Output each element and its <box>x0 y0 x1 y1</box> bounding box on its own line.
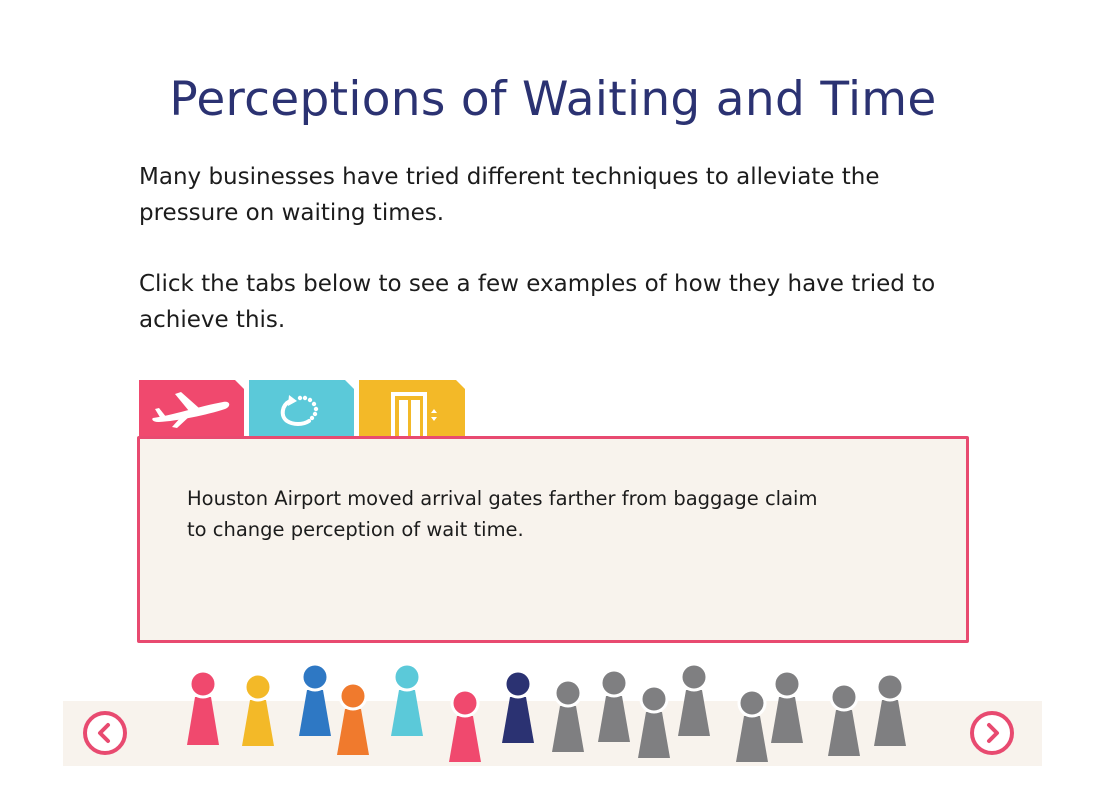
elevator-icon <box>359 380 465 438</box>
previous-button[interactable] <box>83 711 127 755</box>
intro-paragraph: Many businesses have tried different tec… <box>139 164 880 226</box>
tab-airplane[interactable] <box>139 380 244 438</box>
tab-elevator[interactable] <box>359 380 465 438</box>
instruction-paragraph: Click the tabs below to see a few exampl… <box>139 271 936 333</box>
tab-content-text: Houston Airport moved arrival gates fart… <box>187 487 818 541</box>
next-button[interactable] <box>970 711 1014 755</box>
tab-content-panel: Houston Airport moved arrival gates fart… <box>137 436 969 643</box>
airplane-icon <box>139 380 244 438</box>
cycle-arrow-icon <box>249 380 354 438</box>
chevron-left-icon <box>83 711 127 755</box>
page-title: Perceptions of Waiting and Time <box>169 72 937 127</box>
tab-cycle[interactable] <box>249 380 354 438</box>
chevron-right-icon <box>970 711 1014 755</box>
footer-band <box>63 701 1042 766</box>
